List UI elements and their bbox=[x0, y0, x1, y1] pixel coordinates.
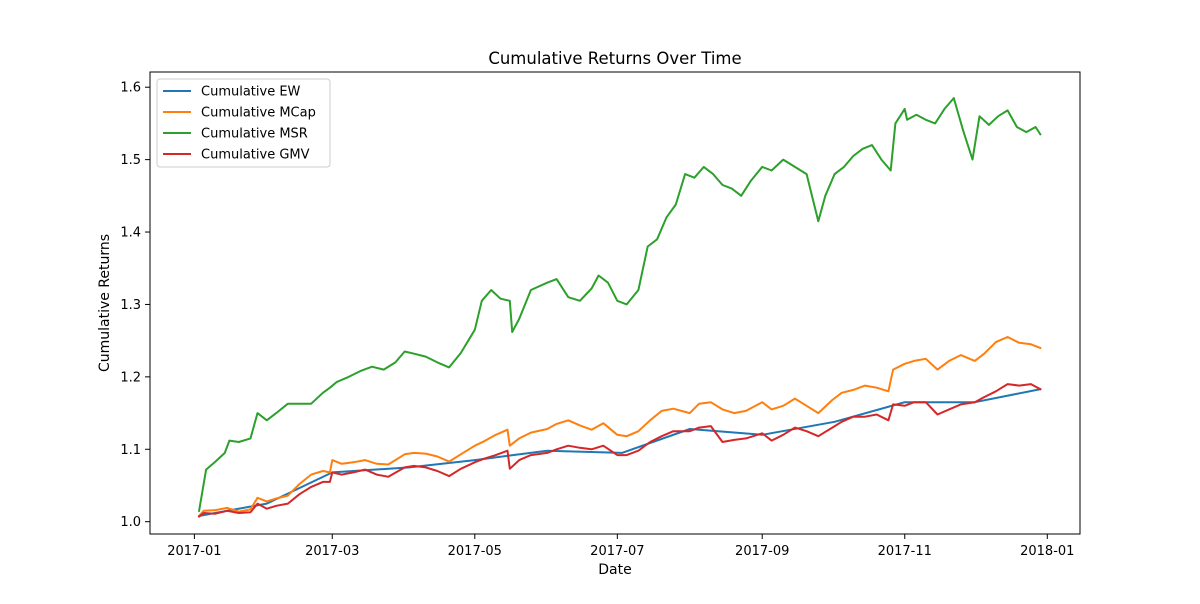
series-line-cumulative-msr bbox=[197, 97, 1042, 512]
y-axis: 1.0 1.1 1.2 1.3 1.4 1.5 1.6 bbox=[120, 81, 150, 530]
x-tick-label: 2017-05 bbox=[448, 544, 502, 559]
series-line-cumulative-mcap bbox=[197, 336, 1042, 518]
legend-label: Cumulative EW bbox=[201, 85, 301, 100]
legend-label: Cumulative MCap bbox=[201, 106, 316, 121]
x-tick-label: 2017-03 bbox=[305, 544, 359, 559]
y-axis-label: Cumulative Returns bbox=[97, 234, 113, 372]
x-tick-label: 2017-07 bbox=[590, 544, 644, 559]
chart-title: Cumulative Returns Over Time bbox=[488, 49, 741, 68]
y-tick-label: 1.0 bbox=[120, 515, 141, 530]
y-tick-label: 1.2 bbox=[120, 370, 141, 385]
series-layer bbox=[197, 97, 1042, 519]
y-tick-label: 1.6 bbox=[120, 81, 141, 96]
x-tick-label: 2017-09 bbox=[735, 544, 789, 559]
x-axis-label: Date bbox=[598, 562, 631, 578]
x-tick-label: 2018-01 bbox=[1020, 544, 1074, 559]
plot-frame bbox=[149, 71, 1081, 535]
legend-box bbox=[156, 78, 331, 168]
x-tick-label: 2017-01 bbox=[167, 544, 221, 559]
y-tick-label: 1.4 bbox=[120, 226, 141, 241]
y-tick-label: 1.1 bbox=[120, 443, 141, 458]
y-tick-label: 1.5 bbox=[120, 153, 141, 168]
series-line-cumulative-gmv bbox=[197, 383, 1042, 519]
x-axis: 2017-01 2017-03 2017-05 2017-07 2017-09 2017-… bbox=[167, 534, 1074, 559]
legend-label: Cumulative MSR bbox=[201, 127, 308, 142]
plot-area bbox=[149, 71, 1081, 535]
legend-label: Cumulative GMV bbox=[201, 148, 310, 163]
x-tick-label: 2017-11 bbox=[878, 544, 932, 559]
y-tick-label: 1.3 bbox=[120, 298, 141, 313]
legend: Cumulative EW Cumulative MCap Cumulative M… bbox=[156, 78, 331, 168]
